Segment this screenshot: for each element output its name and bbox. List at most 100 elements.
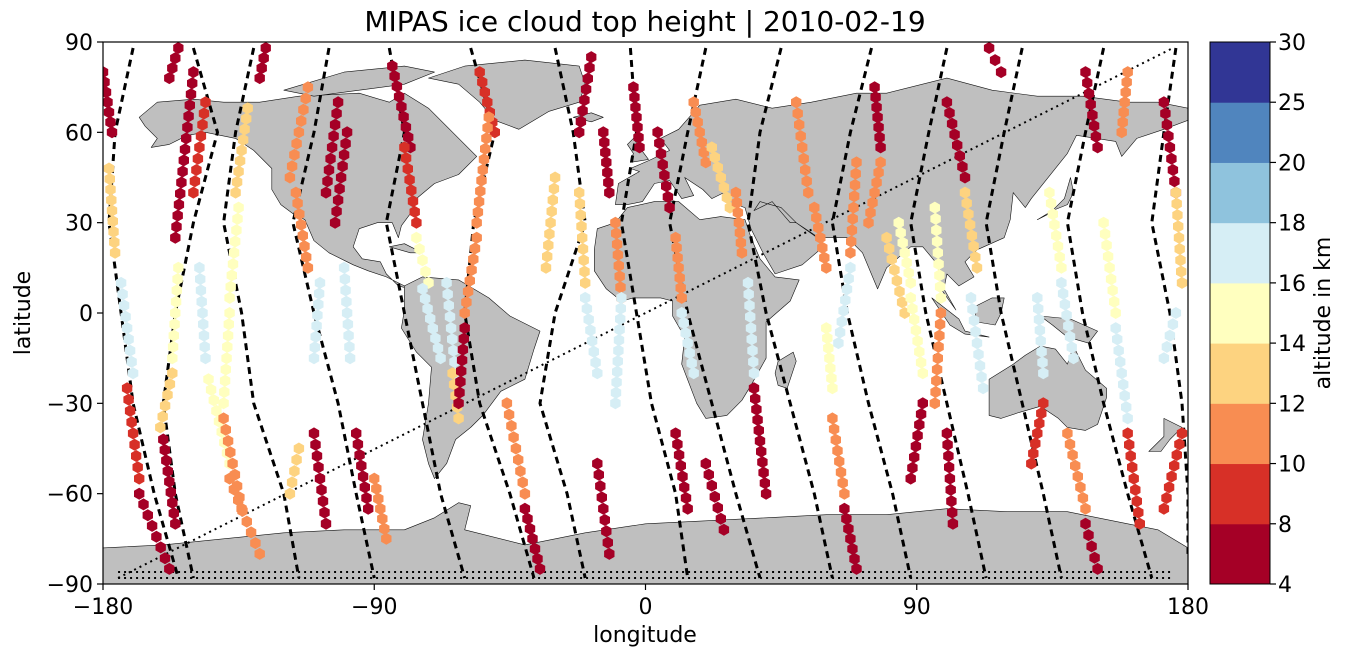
cloud-marker — [471, 231, 482, 244]
cloud-marker — [403, 131, 414, 144]
cloud-marker — [901, 256, 912, 269]
cloud-marker — [1173, 220, 1184, 233]
cloud-marker — [313, 461, 324, 474]
cloud-marker — [456, 354, 468, 367]
cloud-marker — [869, 81, 880, 94]
cloud-marker — [694, 126, 705, 139]
cloud-marker — [603, 176, 614, 189]
cloud-marker — [865, 206, 876, 219]
cloud-marker — [905, 276, 916, 289]
cloud-marker — [598, 126, 609, 139]
cloud-marker — [356, 459, 367, 472]
cloud-marker — [634, 141, 645, 154]
cloud-marker — [457, 343, 469, 356]
cloud-marker — [480, 142, 491, 155]
cloud-marker — [286, 476, 298, 489]
cloud-marker — [751, 403, 762, 416]
cloud-marker — [931, 363, 943, 376]
cloud-marker — [947, 517, 959, 530]
cloud-marker — [341, 307, 353, 319]
cloud-marker — [524, 522, 536, 535]
cloud-marker — [105, 183, 116, 196]
cloud-marker — [170, 52, 181, 65]
cloud-marker — [425, 312, 436, 325]
cloud-marker — [477, 76, 488, 89]
cloud-marker — [168, 329, 179, 342]
cloud-marker — [1087, 109, 1098, 122]
cloud-marker — [759, 477, 770, 490]
cloud-marker — [335, 171, 347, 184]
cloud-marker — [124, 344, 136, 357]
cloud-marker — [610, 216, 621, 229]
cloud-marker — [103, 162, 115, 175]
cloud-marker — [734, 226, 746, 239]
cloud-marker — [338, 261, 350, 274]
land-layer — [103, 59, 1188, 584]
cloud-marker — [1056, 276, 1067, 289]
cloud-marker — [1057, 287, 1069, 300]
cloud-marker — [585, 324, 596, 337]
cloud-marker — [189, 175, 201, 188]
cloud-marker — [237, 133, 249, 146]
cloud-marker — [187, 77, 198, 90]
cloud-marker — [966, 229, 978, 242]
cloud-marker — [957, 160, 968, 173]
cloud-marker — [601, 156, 612, 169]
cloud-marker — [228, 246, 240, 259]
cloud-marker — [442, 288, 453, 301]
cloud-marker — [1113, 344, 1124, 357]
cloud-marker — [586, 335, 598, 347]
cloud-marker — [676, 307, 687, 319]
cloud-marker — [834, 326, 846, 339]
cloud-marker — [341, 295, 352, 308]
cloud-marker — [462, 285, 474, 298]
cloud-marker — [177, 165, 188, 178]
cloud-marker — [107, 215, 118, 228]
cloud-marker — [582, 72, 593, 85]
cloud-marker — [289, 148, 300, 161]
cloud-marker — [295, 218, 307, 231]
cloud-marker — [742, 276, 754, 289]
cloud-marker — [1175, 254, 1186, 267]
cloud-marker — [1085, 98, 1096, 111]
cloud-marker — [218, 397, 229, 410]
cloud-marker — [170, 295, 182, 308]
cloud-marker — [696, 136, 707, 149]
cloud-marker — [169, 318, 180, 331]
cloud-marker — [134, 487, 145, 500]
cloud-marker — [393, 90, 405, 103]
cloud-marker — [203, 373, 214, 386]
cloud-marker — [369, 472, 380, 485]
cloud-marker — [478, 153, 490, 166]
cloud-marker — [344, 352, 356, 365]
cloud-marker — [309, 341, 320, 354]
cloud-marker — [284, 487, 296, 500]
cloud-marker — [895, 226, 906, 239]
cloud-marker — [220, 363, 231, 376]
cloud-marker — [164, 562, 175, 575]
cloud-marker — [629, 91, 640, 104]
cloud-marker — [760, 487, 772, 500]
cloud-marker — [754, 435, 766, 447]
cloud-marker — [454, 386, 465, 399]
cloud-marker — [1173, 231, 1185, 244]
cloud-marker — [157, 410, 168, 423]
cloud-marker — [815, 231, 826, 244]
cloud-marker — [735, 236, 747, 249]
cloud-marker — [126, 416, 137, 429]
cloud-marker — [182, 121, 193, 134]
cloud-marker — [121, 322, 133, 335]
cloud-marker — [515, 465, 526, 478]
cloud-marker — [813, 221, 824, 234]
cloud-marker — [396, 100, 407, 113]
cloud-marker — [670, 231, 681, 244]
cloud-marker — [1105, 273, 1117, 286]
cloud-marker — [422, 302, 433, 315]
cloud-marker — [821, 322, 832, 335]
land-africa — [593, 201, 800, 419]
cloud-marker — [675, 459, 686, 472]
cloud-marker — [1121, 76, 1132, 89]
cloud-marker — [354, 449, 365, 461]
cloud-marker — [256, 62, 267, 75]
cloud-marker — [479, 86, 490, 99]
